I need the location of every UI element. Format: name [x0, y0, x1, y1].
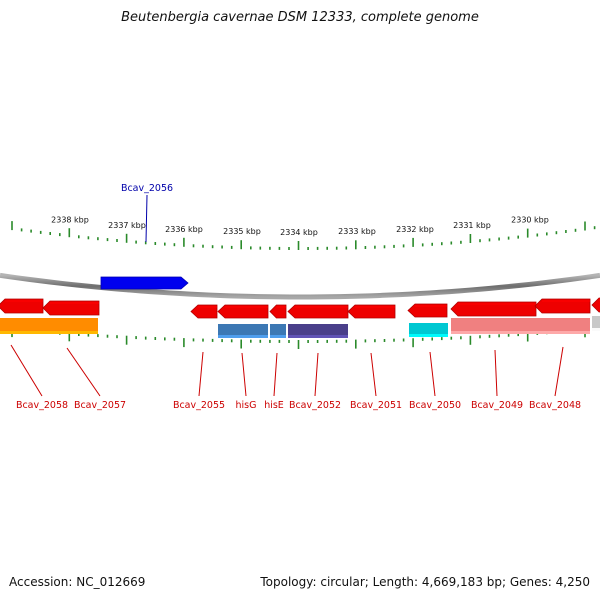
cog-bar-bcav-2058	[0, 318, 98, 334]
cog-bar-bcav-2052-highlight	[288, 335, 348, 338]
leader-line	[145, 194, 148, 243]
genome-info: Topology: circular; Length: 4,669,183 bp…	[260, 575, 590, 589]
gene-bcav-2051-arrow-highlight	[355, 306, 395, 308]
leader-line	[198, 351, 204, 397]
scale-label: 2332 kbp	[396, 225, 434, 234]
scale-label: 2333 kbp	[338, 227, 376, 236]
cog-bar-bcav-2052	[288, 324, 348, 338]
scale-label: 2330 kbp	[511, 215, 549, 224]
cog-bar-bcav-2050	[409, 323, 448, 337]
scale-label: 2338 kbp	[51, 215, 89, 224]
cog-bar-hisg	[218, 324, 268, 338]
gene-bcav-2052-arrow	[287, 304, 349, 319]
gene-bcav-2056-arrow-highlight	[101, 278, 181, 280]
gene-bcav-2050-arrow-highlight	[415, 305, 447, 307]
leader-line	[554, 346, 564, 397]
gene-label: hisE	[264, 400, 284, 411]
gene-bcav-2051-arrow	[347, 304, 396, 319]
cog-bar-hise-highlight	[270, 335, 286, 338]
gene-bcav-2049-arrow	[450, 301, 537, 317]
genome-backbone	[0, 272, 600, 300]
gene-bcav-2057-arrow	[42, 300, 100, 316]
gene-label: hisG	[236, 400, 257, 411]
gene-bcav-2055-arrow	[190, 304, 218, 319]
gene-bcav-2058-arrow	[0, 298, 44, 314]
gene-bcav-2057-arrow-highlight	[50, 302, 99, 304]
gene-hisg-arrow-highlight	[225, 306, 268, 308]
accession-label: Accession: NC_012669	[9, 575, 146, 589]
cog-bar-bcav-2049	[451, 318, 590, 334]
cog-bar-hisg-highlight	[218, 335, 268, 338]
leader-line	[241, 352, 247, 397]
gene-bcav-2058-arrow-highlight	[5, 300, 43, 302]
gene-label: Bcav_2049	[471, 400, 523, 411]
leader-line	[429, 351, 436, 397]
cog-bar-hise	[270, 324, 286, 338]
scale-label: 2335 kbp	[223, 227, 261, 236]
cog-bar-bcav-2049-highlight	[451, 331, 590, 334]
gene-bcav-2048-arrow	[534, 298, 591, 314]
leader-line	[273, 352, 278, 397]
leader-line	[314, 352, 319, 397]
leader-line	[370, 352, 377, 397]
gene-label: Bcav_2051	[350, 400, 402, 411]
gene-label: Bcav_2056	[121, 183, 173, 194]
map-title: Beutenbergia cavernae DSM 12333, complet…	[121, 10, 479, 25]
gene-label: Bcav_2050	[409, 400, 461, 411]
gene-bcav-2055-arrow-highlight	[198, 306, 217, 308]
gene-label: Bcav_2048	[529, 400, 581, 411]
gene-label: Bcav_2057	[74, 400, 126, 411]
gene-hise-arrow	[269, 304, 287, 319]
gene-bcav-2049-arrow-highlight	[458, 303, 536, 305]
cog-bar-bcav-2050-highlight	[409, 334, 448, 337]
leader-line	[66, 347, 101, 397]
cog-bar-partial	[592, 316, 600, 331]
gene-label: Bcav_2055	[173, 400, 225, 411]
gene-bcav-2048-arrow-highlight	[542, 300, 590, 302]
gene-partial-arrow	[591, 297, 600, 313]
gene-bcav-2052-arrow-highlight	[295, 306, 348, 308]
leader-line	[10, 344, 43, 397]
gene-label: Bcav_2052	[289, 400, 341, 411]
cog-bar-partial-highlight	[592, 328, 600, 331]
scale-label: 2336 kbp	[165, 225, 203, 234]
scale-label: 2331 kbp	[453, 221, 491, 230]
leader-line	[494, 349, 498, 397]
scale-label: 2334 kbp	[280, 228, 318, 237]
gene-label: Bcav_2058	[16, 400, 68, 411]
gene-bcav-2050-arrow	[407, 303, 448, 318]
cog-bar-bcav-2058-highlight	[0, 331, 98, 334]
gene-hise-arrow-highlight	[276, 306, 286, 308]
scale-label: 2337 kbp	[108, 221, 146, 230]
gene-hisg-arrow	[217, 304, 269, 319]
